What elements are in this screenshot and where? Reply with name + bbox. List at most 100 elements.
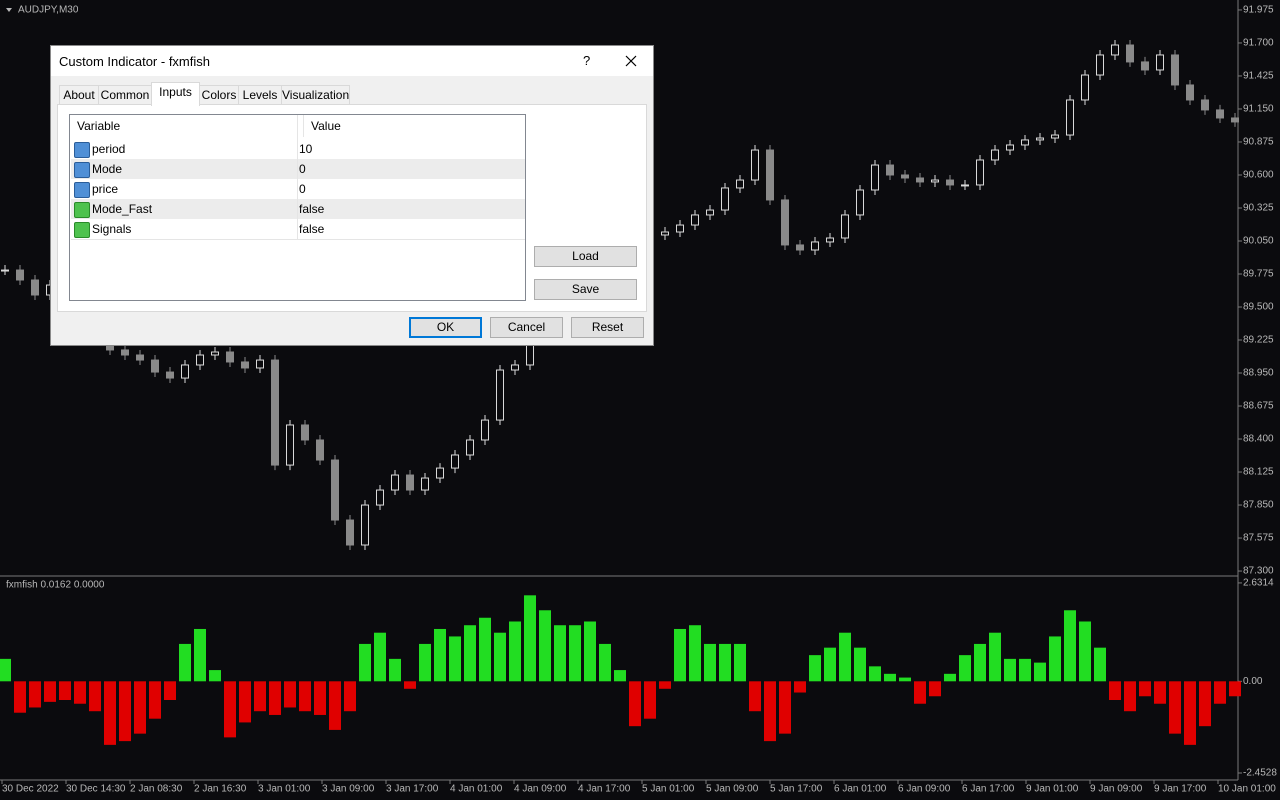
histogram-bar: [554, 625, 566, 682]
x-tick-label: 2 Jan 16:30: [194, 784, 247, 795]
dialog-title: Custom Indicator - fxmfish: [59, 54, 210, 69]
candle-body: [661, 231, 669, 236]
histogram-bar: [494, 632, 506, 682]
y-tick-label: 87.850: [1243, 500, 1274, 511]
dialog-button[interactable]: OK: [409, 317, 482, 338]
histogram-bar: [344, 681, 356, 712]
dialog-button[interactable]: Cancel: [490, 317, 563, 338]
histogram-bar: [854, 647, 866, 682]
candle-body: [361, 504, 369, 546]
candle-body: [1096, 54, 1104, 76]
candle-body: [466, 439, 474, 456]
candle-body: [286, 424, 294, 466]
histogram-bar: [419, 643, 431, 682]
candle-body: [226, 351, 234, 363]
histogram-bar: [59, 681, 71, 700]
table-row[interactable]: Mode_Fast false: [71, 199, 525, 220]
tab[interactable]: Inputs: [151, 82, 200, 106]
candle-body: [796, 244, 804, 251]
dialog-button[interactable]: Reset: [571, 317, 644, 338]
candle-body: [886, 164, 894, 176]
candle-body: [856, 189, 864, 216]
candle-body: [166, 371, 174, 379]
y-tick-label: 91.975: [1243, 5, 1274, 16]
variable-name: period: [92, 142, 126, 156]
histogram-bar: [1004, 658, 1016, 682]
histogram-bar: [464, 625, 476, 682]
candle-body: [781, 199, 789, 246]
candle-body: [151, 359, 159, 373]
candle-body: [331, 459, 339, 521]
histogram-bar: [524, 595, 536, 682]
histogram-bar: [329, 681, 341, 730]
histogram-bar: [794, 681, 806, 693]
histogram-bar: [1094, 647, 1106, 682]
close-button[interactable]: [625, 55, 637, 67]
histogram-bar: [374, 632, 386, 682]
y-tick-label: 91.425: [1243, 71, 1274, 82]
histogram-bar: [1214, 681, 1226, 704]
candle-body: [1111, 44, 1119, 56]
help-button[interactable]: ?: [583, 53, 591, 68]
histogram-bar: [824, 647, 836, 682]
histogram-bar: [659, 681, 671, 689]
histogram-bar: [1169, 681, 1181, 734]
table-row[interactable]: Signals false: [71, 219, 525, 240]
table-row[interactable]: price 0: [71, 179, 525, 200]
candle-body: [676, 224, 684, 233]
tab[interactable]: Visualization: [281, 85, 350, 105]
candle-body: [751, 149, 759, 181]
histogram-bar: [254, 681, 266, 712]
candle-body: [271, 359, 279, 466]
x-tick-label: 9 Jan 09:00: [1090, 784, 1143, 795]
candle-body: [496, 369, 504, 421]
table-row[interactable]: period 10: [71, 139, 525, 160]
candle-body: [391, 474, 399, 491]
candle-body: [961, 184, 969, 187]
histogram-bar: [644, 681, 656, 719]
x-tick-label: 30 Dec 14:30: [66, 784, 126, 795]
x-tick-label: 9 Jan 01:00: [1026, 784, 1079, 795]
y-tick-label: 91.150: [1243, 104, 1274, 115]
side-button[interactable]: Save: [534, 279, 637, 300]
candle-body: [421, 477, 429, 491]
histogram-bar: [104, 681, 116, 745]
candle-body: [1, 269, 9, 272]
tab[interactable]: Levels: [238, 85, 282, 105]
tab[interactable]: Common: [98, 85, 152, 105]
candle-body: [1231, 117, 1239, 123]
histogram-bar: [509, 621, 521, 682]
candle-body: [31, 279, 39, 296]
tab[interactable]: Colors: [199, 85, 239, 105]
y-tick-label: 90.875: [1243, 137, 1274, 148]
histogram-bar: [194, 628, 206, 682]
x-tick-label: 4 Jan 01:00: [450, 784, 503, 795]
variable-value: false: [299, 222, 325, 236]
histogram-bar: [314, 681, 326, 715]
histogram-bar: [44, 681, 56, 702]
histogram-bar: [584, 621, 596, 682]
side-button[interactable]: Load: [534, 246, 637, 267]
candle-body: [811, 241, 819, 251]
histogram-bar: [299, 681, 311, 712]
histogram-bar: [959, 655, 971, 682]
x-tick-label: 3 Jan 01:00: [258, 784, 311, 795]
y-tick-label: 87.575: [1243, 533, 1274, 544]
tab[interactable]: About: [59, 85, 99, 105]
histogram-bar: [209, 670, 221, 682]
x-tick-label: 9 Jan 17:00: [1154, 784, 1207, 795]
row-icon: [74, 222, 90, 238]
x-tick-label: 4 Jan 17:00: [578, 784, 631, 795]
candle-body: [706, 209, 714, 216]
variable-value: false: [299, 202, 325, 216]
column-header: Variable: [77, 119, 121, 133]
table-row[interactable]: Mode 0: [71, 159, 525, 180]
histogram-bar: [809, 655, 821, 682]
candle-body: [256, 359, 264, 369]
candle-body: [1006, 144, 1014, 151]
histogram-bar: [0, 658, 11, 682]
column-header: Value: [303, 115, 341, 137]
candle-body: [1156, 54, 1164, 71]
y-tick-label: 2.6314: [1243, 578, 1274, 589]
